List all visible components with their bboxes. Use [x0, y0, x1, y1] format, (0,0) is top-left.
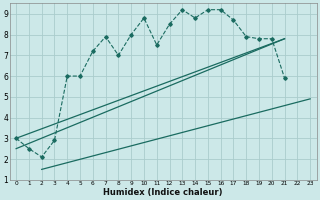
X-axis label: Humidex (Indice chaleur): Humidex (Indice chaleur) [103, 188, 223, 197]
